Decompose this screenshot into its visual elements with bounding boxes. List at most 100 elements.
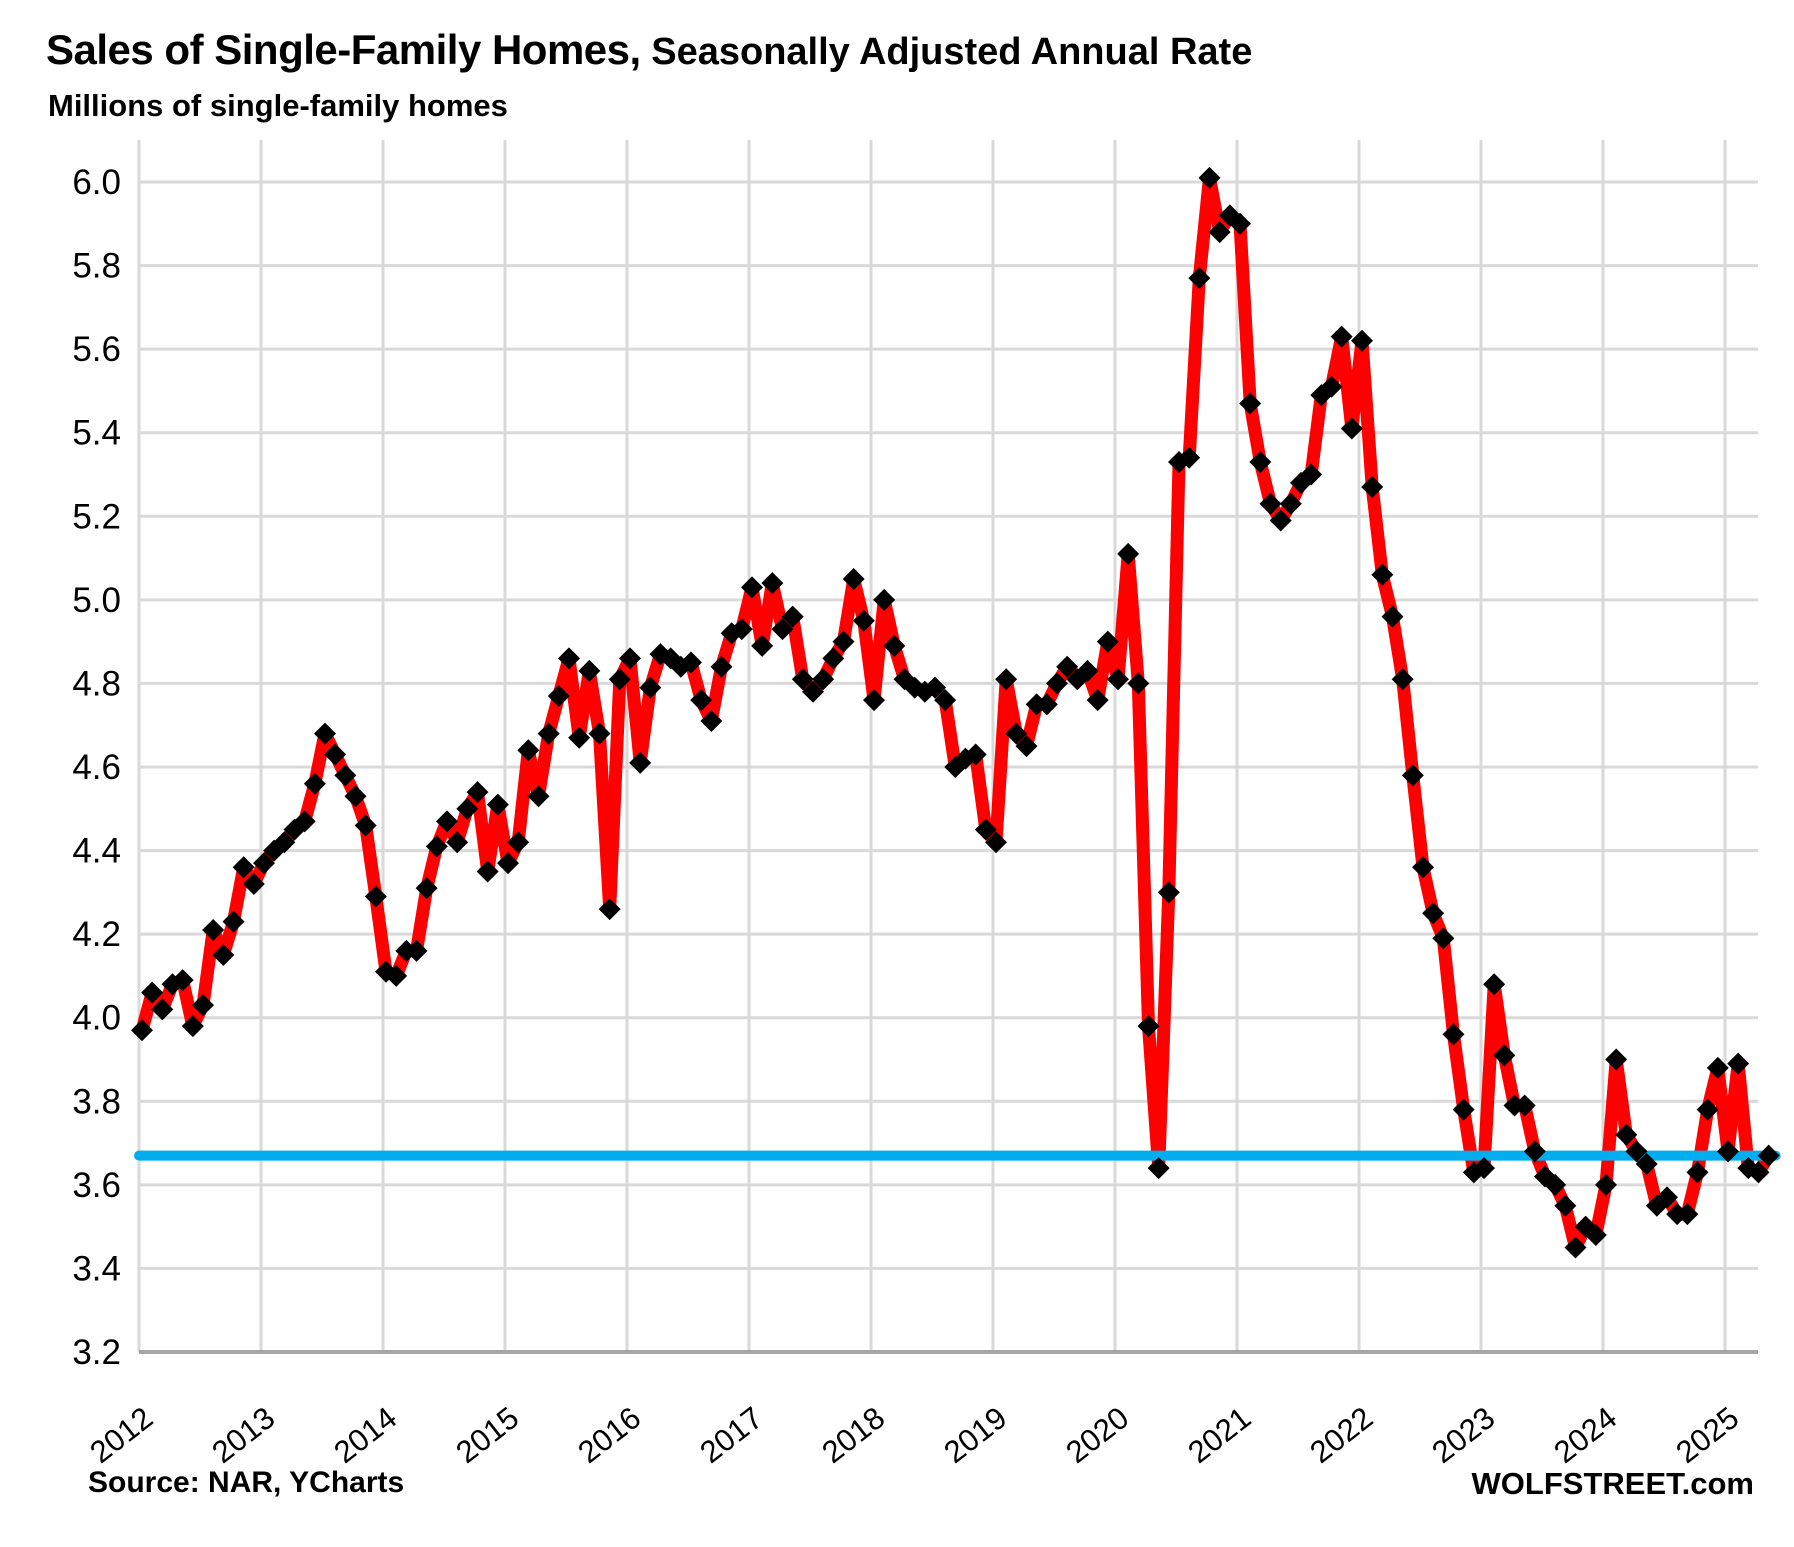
data-point-marker — [344, 785, 367, 808]
data-point-marker — [1096, 630, 1119, 653]
data-point-marker — [852, 609, 875, 632]
data-point-marker — [1198, 166, 1221, 189]
data-point-marker — [761, 572, 784, 595]
data-point-marker — [1320, 375, 1343, 398]
x-axis-tick-label: 2017 — [693, 1400, 769, 1470]
data-point-marker — [486, 793, 509, 816]
data-point-marker — [781, 605, 804, 628]
data-point-marker — [924, 676, 946, 699]
x-axis-tick-label: 2024 — [1547, 1400, 1623, 1470]
data-point-marker — [1086, 689, 1109, 712]
data-point-marker — [974, 818, 997, 841]
x-axis-tick-label: 2012 — [83, 1400, 159, 1470]
data-point-marker — [547, 684, 570, 707]
data-point-marker — [710, 655, 733, 678]
data-point-marker — [1615, 1123, 1638, 1146]
data-point-marker — [883, 634, 906, 657]
x-axis-tick-label: 2022 — [1303, 1400, 1379, 1470]
data-point-marker — [619, 647, 641, 670]
data-point-marker — [1035, 693, 1058, 716]
data-point-marker — [1300, 463, 1323, 486]
data-point-marker — [253, 852, 275, 875]
data-point-marker — [1117, 542, 1140, 565]
data-point-marker — [1717, 1140, 1739, 1163]
data-point-marker — [964, 743, 987, 766]
data-point-marker — [771, 618, 794, 641]
y-axis-tick-label: 5.6 — [72, 330, 121, 369]
x-axis-tick-label: 2021 — [1181, 1400, 1257, 1470]
data-point-marker — [1269, 509, 1292, 532]
data-point-marker — [354, 814, 377, 837]
data-point-marker — [1279, 492, 1302, 515]
y-axis-tick-label: 4.4 — [72, 832, 121, 871]
data-point-marker — [1188, 267, 1211, 290]
data-point-marker — [639, 676, 662, 699]
data-point-marker — [1015, 735, 1038, 758]
data-point-marker — [314, 722, 336, 745]
data-point-marker — [385, 964, 408, 987]
data-point-marker — [1330, 325, 1353, 348]
data-point-marker — [405, 939, 428, 962]
y-axis-tick-label: 3.8 — [72, 1082, 121, 1121]
data-point-marker — [1595, 1173, 1617, 1196]
data-point-marker — [242, 873, 265, 895]
data-point-marker — [446, 831, 469, 854]
data-point-marker — [151, 998, 174, 1021]
data-point-marker — [171, 969, 194, 992]
x-axis-tick-label: 2014 — [327, 1400, 403, 1470]
data-point-marker — [1584, 1224, 1607, 1246]
data-point-marker — [303, 772, 326, 795]
data-point-marker — [1005, 722, 1028, 745]
data-point-marker — [1656, 1186, 1678, 1209]
data-point-marker — [700, 710, 723, 733]
data-point-marker — [1544, 1173, 1567, 1196]
y-axis-tick-label: 3.2 — [72, 1333, 121, 1372]
data-point-marker — [293, 810, 316, 833]
data-point-marker — [1147, 1157, 1170, 1180]
data-point-marker — [1076, 659, 1099, 682]
data-point-marker — [192, 994, 214, 1017]
data-point-marker — [751, 634, 774, 657]
data-point-marker — [141, 981, 164, 1004]
data-point-marker — [456, 797, 479, 820]
chart-subtitle-y-units: Millions of single-family homes — [48, 88, 508, 123]
data-point-marker — [1056, 655, 1079, 678]
source-note: Source: NAR, YCharts — [88, 1466, 405, 1499]
data-point-marker — [1442, 1023, 1465, 1046]
data-point-marker — [1757, 1144, 1780, 1167]
data-point-marker — [1391, 668, 1414, 691]
data-point-marker — [1696, 1098, 1719, 1121]
data-point-marker — [802, 680, 824, 703]
data-point-marker — [415, 877, 438, 900]
data-point-marker — [1554, 1194, 1577, 1217]
data-point-marker — [181, 1015, 204, 1038]
data-point-marker — [324, 743, 347, 766]
data-point-marker — [1513, 1094, 1536, 1117]
x-axis-tick-label: 2016 — [571, 1400, 647, 1470]
data-point-marker — [1605, 1048, 1628, 1071]
data-point-marker — [232, 856, 255, 879]
data-point-marker — [1473, 1157, 1495, 1180]
data-point-marker — [832, 630, 855, 653]
data-point-marker — [364, 885, 387, 908]
data-point-marker — [273, 831, 296, 854]
data-point-marker — [527, 785, 550, 808]
brand-wolfstreet: WOLFSTREET.com — [1471, 1466, 1754, 1501]
data-point-marker — [507, 831, 530, 854]
data-point-marker — [1422, 902, 1445, 925]
data-point-marker — [202, 918, 225, 941]
x-axis-tick-label: 2025 — [1669, 1400, 1745, 1470]
data-point-marker — [863, 689, 885, 712]
red-series-line — [135, 171, 1776, 1254]
data-point-marker — [812, 668, 835, 691]
data-point-marker — [1686, 1161, 1709, 1184]
data-point-marker — [578, 659, 601, 682]
data-point-marker — [497, 852, 519, 875]
data-point-marker — [212, 944, 235, 967]
data-point-marker — [1381, 605, 1404, 628]
data-point-marker — [568, 726, 591, 749]
y-axis-tick-label: 4.0 — [72, 999, 121, 1038]
data-point-marker — [1239, 392, 1262, 415]
chart-title: Sales of Single-Family Homes, Seasonally… — [46, 26, 1252, 74]
